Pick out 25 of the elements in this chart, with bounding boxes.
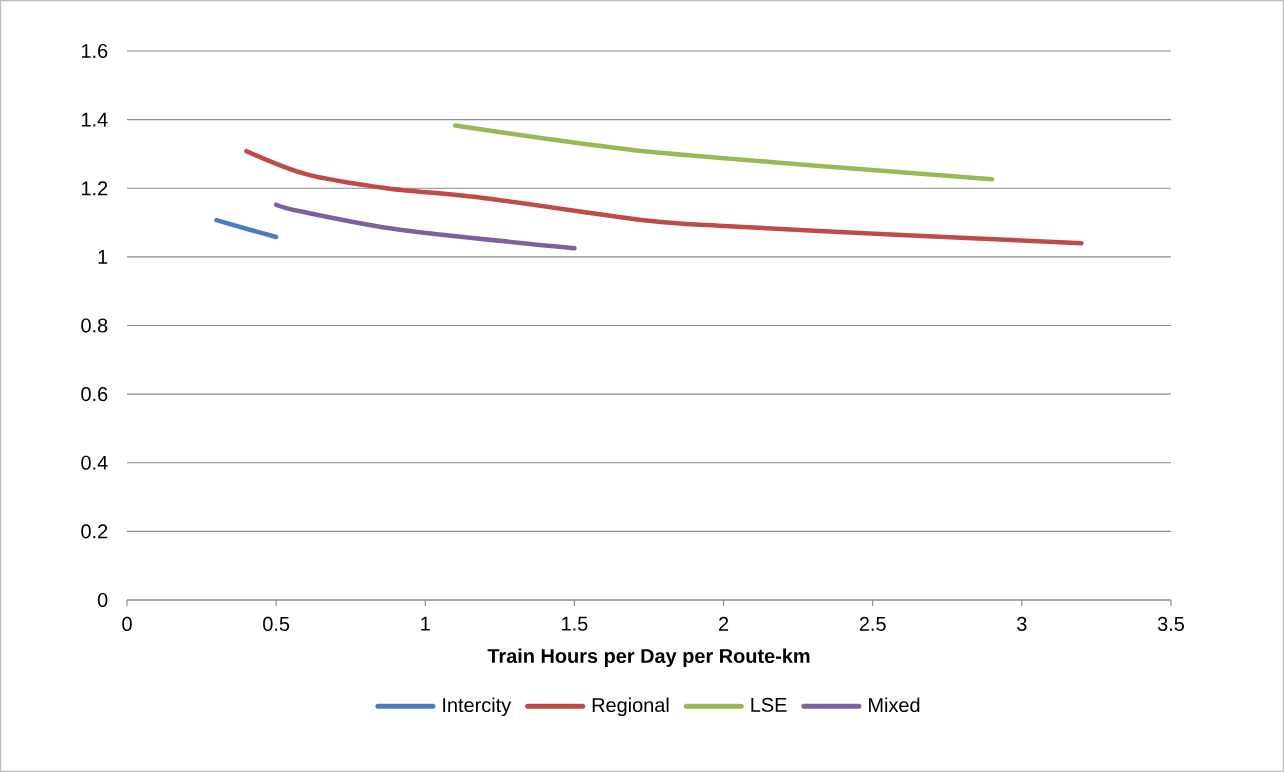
x-tick-label: 2	[719, 616, 729, 631]
legend-label: Intercity	[443, 697, 512, 717]
y-tick-label: 1.4	[81, 112, 108, 127]
legend-label: LSE	[751, 697, 787, 712]
y-tick-label: 1	[98, 250, 108, 264]
legend-label: Regional	[592, 697, 669, 717]
x-tick-label: 1	[421, 616, 430, 631]
y-tick-label: 0	[97, 592, 108, 608]
legend-label: Mixed	[869, 697, 920, 713]
x-tick-label: 1.5	[562, 616, 588, 631]
x-tick-label: 0.5	[263, 616, 290, 631]
line-series	[452, 123, 995, 182]
line-series	[244, 148, 1084, 246]
x-tick-label: 3.5	[1157, 616, 1184, 631]
y-tick-label: 0.4	[81, 455, 108, 470]
y-tick-label: 0.6	[81, 387, 108, 402]
y-tick-label: 0.2	[81, 524, 108, 539]
x-tick-label: 3	[1017, 616, 1027, 631]
x-tick-label: 2.5	[859, 616, 886, 631]
y-tick-label: 1.2	[81, 181, 108, 196]
x-axis-title: Train Hours per Day per Route-km	[487, 648, 810, 667]
line-series	[273, 202, 577, 251]
x-tick-label: 0	[122, 616, 132, 631]
y-tick-label: 0.8	[81, 318, 108, 333]
y-tick-label: 1.6	[81, 43, 108, 59]
